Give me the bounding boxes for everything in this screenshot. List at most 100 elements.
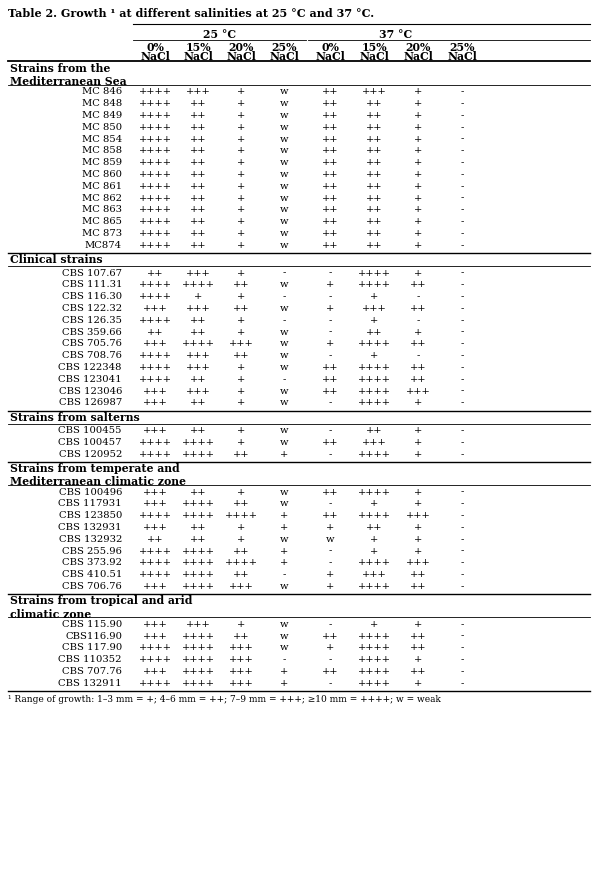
Text: CBS 122.32: CBS 122.32: [62, 304, 122, 313]
Text: ++: ++: [190, 399, 206, 408]
Text: ++++: ++++: [138, 241, 172, 250]
Text: -: -: [461, 268, 464, 277]
Text: ++++: ++++: [138, 159, 172, 167]
Text: -: -: [461, 511, 464, 520]
Text: ++++: ++++: [138, 182, 172, 190]
Text: +++: +++: [185, 351, 210, 361]
Text: +++: +++: [185, 88, 210, 97]
Text: ++: ++: [410, 632, 426, 641]
Text: CBS 116.30: CBS 116.30: [62, 292, 122, 301]
Text: -: -: [417, 315, 420, 325]
Text: ++: ++: [366, 229, 382, 238]
Text: ++++: ++++: [138, 194, 172, 203]
Text: ++: ++: [233, 632, 249, 641]
Text: ++: ++: [321, 241, 338, 250]
Text: ++: ++: [321, 182, 338, 190]
Text: ++: ++: [410, 304, 426, 313]
Text: ¹ Range of growth: 1–3 mm = +; 4–6 mm = ++; 7–9 mm = +++; ≥10 mm = ++++; w = wea: ¹ Range of growth: 1–3 mm = +; 4–6 mm = …: [8, 696, 441, 704]
Text: ++++: ++++: [138, 99, 172, 108]
Text: CBS 117.90: CBS 117.90: [62, 643, 122, 652]
Text: ++: ++: [147, 268, 163, 277]
Text: ++: ++: [321, 375, 338, 384]
Text: -: -: [461, 315, 464, 325]
Text: -: -: [328, 547, 332, 556]
Text: CBS 255.96: CBS 255.96: [62, 547, 122, 556]
Text: +: +: [280, 450, 288, 459]
Text: ++: ++: [366, 99, 382, 108]
Text: ++++: ++++: [138, 206, 172, 214]
Text: +: +: [237, 399, 245, 408]
Text: ++++: ++++: [138, 351, 172, 361]
Text: 15%: 15%: [185, 42, 211, 52]
Text: MC 861: MC 861: [82, 182, 122, 190]
Text: +++: +++: [143, 339, 167, 348]
Text: +: +: [326, 280, 334, 290]
Text: ++: ++: [366, 217, 382, 226]
Text: +: +: [326, 523, 334, 532]
Text: CBS 373.92: CBS 373.92: [62, 558, 122, 567]
Text: Strains from salterns: Strains from salterns: [10, 412, 140, 423]
Text: -: -: [461, 292, 464, 301]
Text: -: -: [461, 182, 464, 190]
Text: -: -: [461, 280, 464, 290]
Text: -: -: [461, 170, 464, 179]
Text: ++++: ++++: [181, 547, 214, 556]
Text: NaCl: NaCl: [359, 51, 389, 61]
Text: ++: ++: [321, 386, 338, 396]
Text: ++++: ++++: [358, 632, 391, 641]
Text: 15%: 15%: [361, 42, 387, 52]
Text: ++: ++: [366, 194, 382, 203]
Text: w: w: [280, 304, 288, 313]
Text: CBS 126.35: CBS 126.35: [62, 315, 122, 325]
Text: CBS 122348: CBS 122348: [58, 363, 122, 372]
Text: w: w: [280, 241, 288, 250]
Text: ++++: ++++: [138, 170, 172, 179]
Text: ++++: ++++: [138, 146, 172, 155]
Text: +: +: [280, 558, 288, 567]
Text: +++: +++: [406, 511, 430, 520]
Text: +++: +++: [143, 500, 167, 509]
Text: w: w: [280, 438, 288, 447]
Text: +++: +++: [143, 426, 167, 435]
Text: CBS 123041: CBS 123041: [58, 375, 122, 384]
Text: ++++: ++++: [358, 656, 391, 664]
Text: ++++: ++++: [181, 679, 214, 688]
Text: -: -: [461, 206, 464, 214]
Text: -: -: [461, 339, 464, 348]
Text: +++: +++: [362, 571, 386, 579]
Text: +: +: [414, 88, 422, 97]
Text: +: +: [326, 304, 334, 313]
Text: ++: ++: [366, 135, 382, 144]
Text: -: -: [282, 268, 286, 277]
Text: +++: +++: [143, 386, 167, 396]
Text: +++: +++: [143, 620, 167, 629]
Text: -: -: [461, 135, 464, 144]
Text: CBS 359.66: CBS 359.66: [62, 328, 122, 337]
Text: NaCl: NaCl: [140, 51, 170, 61]
Text: +: +: [414, 487, 422, 496]
Text: ++++: ++++: [181, 643, 214, 652]
Text: +: +: [414, 656, 422, 664]
Text: ++++: ++++: [181, 582, 214, 591]
Text: +: +: [237, 375, 245, 384]
Text: +: +: [414, 620, 422, 629]
Text: +++: +++: [229, 667, 253, 676]
Text: -: -: [461, 582, 464, 591]
Text: +: +: [370, 292, 378, 301]
Text: +: +: [414, 523, 422, 532]
Text: ++: ++: [190, 206, 206, 214]
Text: -: -: [328, 620, 332, 629]
Text: CBS 123850: CBS 123850: [58, 511, 122, 520]
Text: +: +: [414, 194, 422, 203]
Text: CBS 132911: CBS 132911: [58, 679, 122, 688]
Text: -: -: [461, 99, 464, 108]
Text: ++: ++: [233, 547, 249, 556]
Text: ++: ++: [366, 146, 382, 155]
Text: +++: +++: [143, 667, 167, 676]
Text: ++++: ++++: [138, 511, 172, 520]
Text: +++: +++: [185, 620, 210, 629]
Text: ++: ++: [190, 182, 206, 190]
Text: +: +: [280, 547, 288, 556]
Text: MC 854: MC 854: [82, 135, 122, 144]
Text: +: +: [237, 438, 245, 447]
